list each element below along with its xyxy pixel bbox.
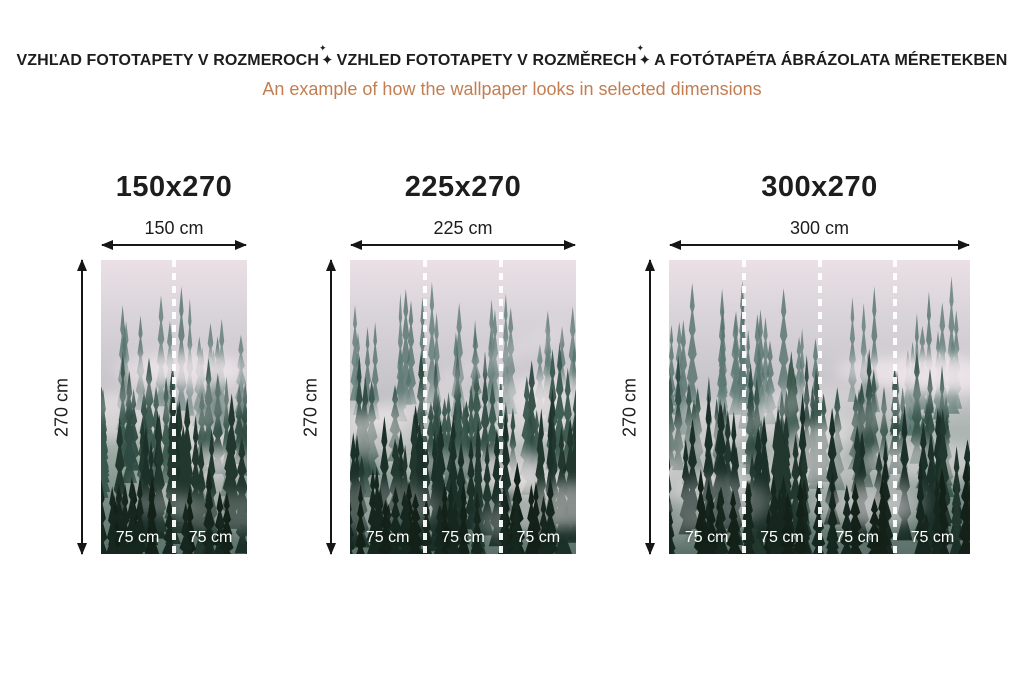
panel-title: 300x270 xyxy=(761,171,878,203)
width-label: 300 cm xyxy=(789,218,850,238)
segment-width-label: 75 cm xyxy=(365,529,410,546)
sparkle-small-star: ✦ xyxy=(319,43,327,53)
page-subtitle: An example of how the wallpaper looks in… xyxy=(262,79,762,99)
height-arrow-line xyxy=(649,260,651,554)
width-measure: 150 cm xyxy=(101,216,247,260)
title-hungarian: A FOTÓTAPÉTA ÁBRÁZOLATA MÉRETEKBEN xyxy=(654,52,1008,69)
height-arrow xyxy=(75,259,89,555)
width-arrow xyxy=(350,240,576,250)
wallpaper-preview-150x270: 150x270 150 cm 270 cm 75 cm 75 cm xyxy=(49,170,247,555)
title-czech: VZHLED FOTOTAPETY V ROZMĚRECH xyxy=(336,52,637,69)
height-arrow xyxy=(324,259,338,555)
height-measure: 270 cm xyxy=(298,259,350,555)
height-label: 270 cm xyxy=(619,377,640,437)
foggy-forest-image xyxy=(669,260,970,554)
panel-title: 225x270 xyxy=(404,171,522,203)
width-arrow xyxy=(101,240,247,250)
panel-seam-dashed-line xyxy=(423,260,428,554)
segment-width-label: 75 cm xyxy=(188,529,233,546)
sparkle-big-star: ✦ xyxy=(638,52,652,69)
panel-seam-dashed-line xyxy=(498,260,503,554)
width-label: 150 cm xyxy=(144,218,204,238)
segment-width-label: 75 cm xyxy=(516,529,561,546)
wallpaper-image: 75 cm 75 cm 75 cm 75 cm xyxy=(669,260,970,554)
width-label: 225 cm xyxy=(433,218,493,238)
panel-segment: 75 cm xyxy=(350,260,425,554)
height-label: 270 cm xyxy=(300,377,321,437)
segment-row: 75 cm 75 cm 75 cm xyxy=(350,260,576,554)
width-arrow xyxy=(669,240,970,250)
height-arrow xyxy=(643,259,657,555)
panel-segment: 75 cm xyxy=(498,260,576,554)
panel-segment: 75 cm xyxy=(423,260,500,554)
height-arrow-line xyxy=(81,260,83,554)
panel-segment: 75 cm xyxy=(669,260,744,554)
segment-width-label: 75 cm xyxy=(115,529,160,546)
segment-width-label: 75 cm xyxy=(760,529,804,546)
sparkle-icon: ✦ ✦ xyxy=(319,44,334,70)
page-title: VZHĽAD FOTOTAPETY V ROZMEROCH ✦ ✦ VZHLED FO… xyxy=(0,44,1024,70)
segment-width-label: 75 cm xyxy=(910,529,955,546)
segment-width-label: 75 cm xyxy=(684,529,729,546)
panel-segment: 75 cm xyxy=(101,260,174,554)
width-measure: 225 cm xyxy=(350,216,576,260)
sparkle-big-star: ✦ xyxy=(321,52,334,69)
wallpaper-image: 75 cm 75 cm 75 cm xyxy=(350,260,576,554)
segment-width-label: 75 cm xyxy=(441,529,485,546)
wallpaper-image: 75 cm 75 cm xyxy=(101,260,247,554)
sparkle-icon: ✦ ✦ xyxy=(636,44,652,70)
width-measure: 300 cm xyxy=(669,216,970,260)
panel-seam-dashed-line xyxy=(892,260,897,554)
panel-seam-dashed-line xyxy=(817,260,822,554)
panel-segment: 75 cm xyxy=(172,260,247,554)
panel-seam-dashed-line xyxy=(742,260,747,554)
height-measure: 270 cm xyxy=(49,259,101,555)
wallpaper-preview-300x270: 300x270 300 cm 270 cm 75 cm 75 cm 75 cm … xyxy=(617,170,970,555)
height-measure: 270 cm xyxy=(617,259,669,555)
segment-row: 75 cm 75 cm xyxy=(101,260,247,554)
panel-segment: 75 cm xyxy=(742,260,819,554)
segment-row: 75 cm 75 cm 75 cm 75 cm xyxy=(669,260,970,554)
segment-width-label: 75 cm xyxy=(835,529,879,546)
panel-segment: 75 cm xyxy=(817,260,895,554)
panel-title: 150x270 xyxy=(115,171,233,203)
height-arrow-line xyxy=(330,260,332,554)
sparkle-small-star: ✦ xyxy=(636,43,645,53)
height-label: 270 cm xyxy=(51,377,72,437)
title-slovak: VZHĽAD FOTOTAPETY V ROZMEROCH xyxy=(16,52,319,69)
panel-seam-dashed-line xyxy=(172,260,176,554)
wallpaper-preview-225x270: 225x270 225 cm 270 cm 75 cm 75 cm 75 cm xyxy=(298,170,576,555)
panel-segment: 75 cm xyxy=(892,260,970,554)
